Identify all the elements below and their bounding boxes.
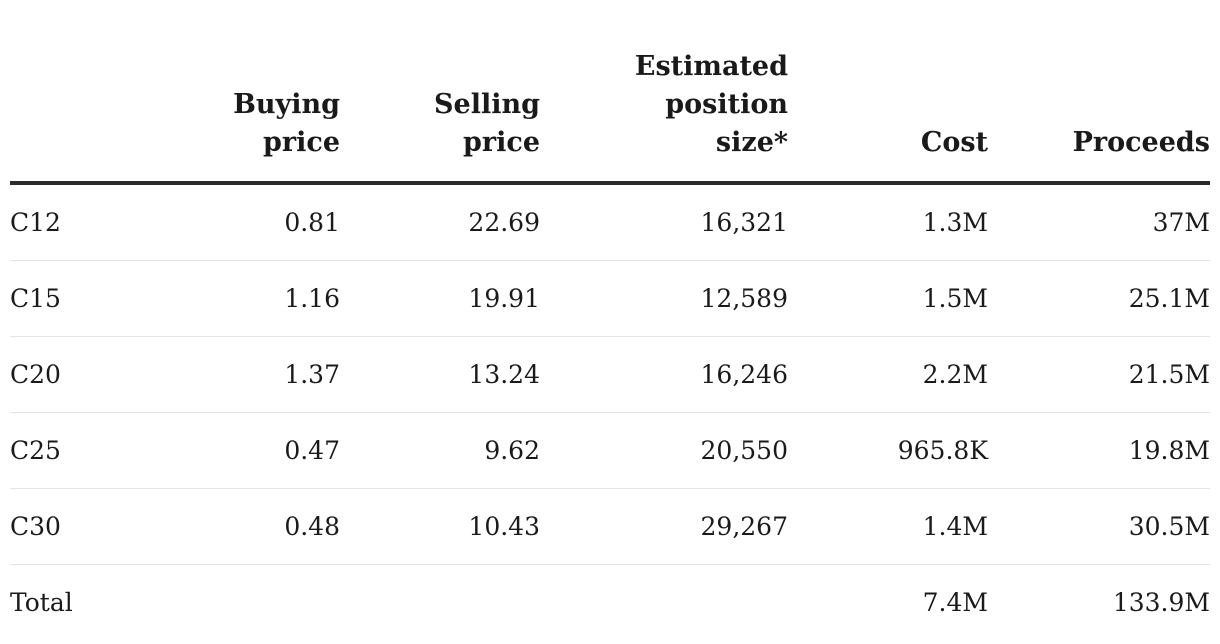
table-cell: 20,550: [540, 412, 788, 489]
column-header: Cost: [788, 0, 988, 185]
table-cell: 1.5M: [788, 260, 988, 337]
table-cell: 1.4M: [788, 488, 988, 565]
table-cell: 13.24: [340, 336, 540, 413]
table-cell: 2.2M: [788, 336, 988, 413]
row-label: C20: [10, 336, 140, 413]
table-cell: 19.91: [340, 260, 540, 337]
row-label: C30: [10, 488, 140, 565]
table-cell: 1.3M: [788, 183, 988, 261]
total-row: Total 7.4M 133.9M: [10, 565, 1210, 641]
table-cell: 1.37: [140, 336, 340, 413]
table-cell: 965.8K: [788, 412, 988, 489]
table-cell: 16,321: [540, 183, 788, 261]
table-row: C20 1.37 13.24 16,246 2.2M 21.5M: [10, 336, 1210, 413]
column-header: Estimated position size*: [540, 0, 788, 185]
table-cell: 30.5M: [988, 488, 1210, 565]
table-cell: 22.69: [340, 183, 540, 261]
table-cell: 0.47: [140, 412, 340, 489]
table-row: C25 0.47 9.62 20,550 965.8K 19.8M: [10, 412, 1210, 489]
column-header: Buying price: [140, 0, 340, 185]
table-cell: 37M: [988, 183, 1210, 261]
table-row: C30 0.48 10.43 29,267 1.4M 30.5M: [10, 488, 1210, 565]
table-cell: 29,267: [540, 488, 788, 565]
table-cell: [540, 565, 788, 641]
row-label: C12: [10, 183, 140, 261]
header-label-column: [10, 0, 140, 185]
table-row: C15 1.16 19.91 12,589 1.5M 25.1M: [10, 260, 1210, 337]
table-cell: 25.1M: [988, 260, 1210, 337]
table-cell: [140, 565, 340, 641]
row-label: C15: [10, 260, 140, 337]
column-header: Proceeds: [988, 0, 1210, 185]
table-cell: 0.48: [140, 488, 340, 565]
table-cell: 19.8M: [988, 412, 1210, 489]
table-cell: 133.9M: [1112, 588, 1210, 617]
table-cell: 10.43: [340, 488, 540, 565]
table-cell: 16,246: [540, 336, 788, 413]
row-label: C25: [10, 412, 140, 489]
table-row: C12 0.81 22.69 16,321 1.3M 37M: [10, 183, 1210, 261]
column-header: Selling price: [340, 0, 540, 185]
options-table: Buying price Selling price Estimated position…: [10, 0, 1210, 640]
table-cell: 1.16: [140, 260, 340, 337]
table-cell: 21.5M: [988, 336, 1210, 413]
header-row: Buying price Selling price Estimated position…: [10, 0, 1210, 185]
options-table-container: Buying price Selling price Estimated position…: [10, 0, 1210, 640]
table-cell: 7.4M: [922, 588, 988, 617]
table-cell: 9.62: [340, 412, 540, 489]
table-body: C12 0.81 22.69 16,321 1.3M 37M C15 1.16 19.91 12,…: [10, 183, 1210, 640]
table-cell: 0.81: [140, 183, 340, 261]
table-cell: [340, 565, 540, 641]
table-cell: 12,589: [540, 260, 788, 337]
row-label: Total: [10, 588, 73, 617]
